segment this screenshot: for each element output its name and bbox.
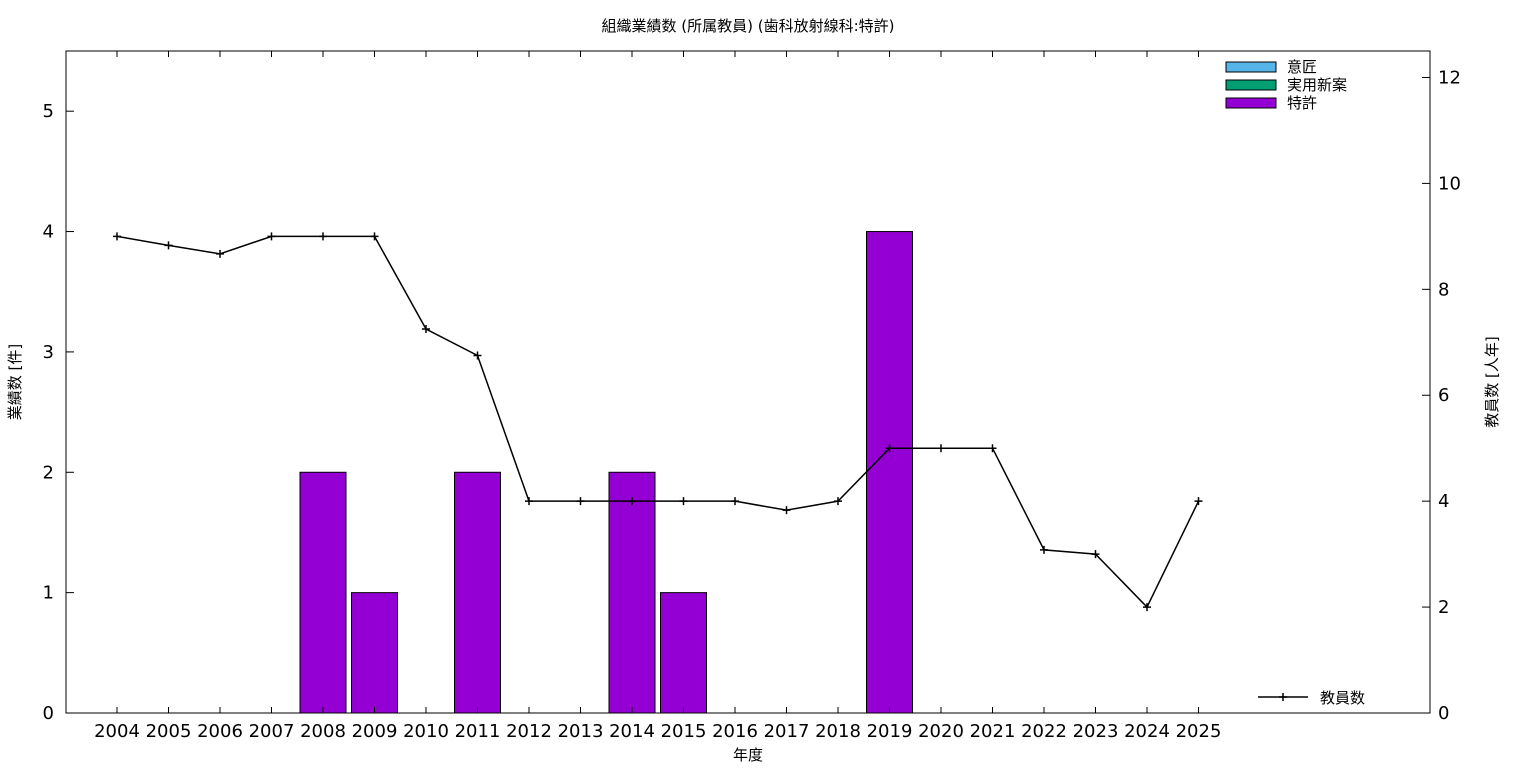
legend-swatch-2 bbox=[1225, 97, 1277, 109]
y-right-tick-label-4: 4 bbox=[1438, 491, 1449, 512]
line-faculty-count bbox=[116, 235, 1200, 609]
y-right-tick-label-10: 10 bbox=[1438, 173, 1461, 194]
x-tick-label-2014: 2014 bbox=[609, 721, 655, 742]
line-point-2014 bbox=[628, 497, 636, 506]
x-tick-label-2009: 2009 bbox=[352, 721, 398, 742]
bar-2-2008 bbox=[299, 471, 347, 714]
x-tick-label-2017: 2017 bbox=[764, 721, 810, 742]
line-point-2015 bbox=[679, 497, 688, 506]
line-point-2008 bbox=[319, 232, 327, 241]
y-left-tick-label-3: 3 bbox=[43, 342, 54, 363]
y-axis-right-label: 教員数 [人年] bbox=[1483, 336, 1501, 427]
x-axis-ticks: 2004 2005 2006 2007 2008 2009 2010 2011 2012 2013… bbox=[94, 51, 1221, 742]
y-axis-left-label: 業績数 [件] bbox=[6, 344, 24, 420]
x-tick-label-2023: 2023 bbox=[1073, 721, 1119, 742]
x-tick-label-2007: 2007 bbox=[249, 721, 295, 742]
line-point-2005 bbox=[164, 241, 173, 250]
line-point-2017 bbox=[782, 506, 791, 515]
x-tick-label-2006: 2006 bbox=[197, 721, 243, 742]
x-tick-label-2025: 2025 bbox=[1176, 721, 1222, 742]
x-tick-label-2012: 2012 bbox=[506, 721, 552, 742]
line-point-2013 bbox=[576, 497, 585, 506]
y-axis-right-ticks: 0 2 4 6 8 10 12 bbox=[1422, 67, 1461, 724]
x-tick-label-2015: 2015 bbox=[661, 721, 707, 742]
bar-2-2015 bbox=[660, 592, 707, 714]
line-point-2010 bbox=[422, 325, 430, 334]
x-tick-label-2008: 2008 bbox=[300, 721, 346, 742]
x-tick-label-2020: 2020 bbox=[918, 721, 964, 742]
y-left-tick-label-5: 5 bbox=[43, 101, 54, 122]
x-tick-label-2013: 2013 bbox=[558, 721, 604, 742]
line-point-2006 bbox=[216, 249, 224, 258]
y-left-tick-label-4: 4 bbox=[43, 222, 54, 243]
y-right-tick-label-0: 0 bbox=[1438, 703, 1449, 724]
x-tick-label-2016: 2016 bbox=[712, 721, 758, 742]
x-tick-label-2022: 2022 bbox=[1021, 721, 1067, 742]
bar-2-2014 bbox=[608, 471, 656, 714]
line-point-2024 bbox=[1143, 603, 1151, 612]
legend-line-marker bbox=[1279, 693, 1287, 701]
line-point-2009 bbox=[370, 232, 379, 241]
x-tick-label-2018: 2018 bbox=[815, 721, 861, 742]
line-point-2023 bbox=[1091, 550, 1100, 559]
y-left-tick-label-1: 1 bbox=[43, 583, 54, 604]
line-layer bbox=[113, 232, 1203, 612]
x-tick-label-2021: 2021 bbox=[970, 721, 1016, 742]
line-point-2016 bbox=[731, 497, 739, 506]
line-point-2004 bbox=[113, 232, 121, 241]
x-tick-label-2010: 2010 bbox=[403, 721, 449, 742]
x-axis-label: 年度 bbox=[733, 746, 763, 764]
legend-swatch-1 bbox=[1225, 79, 1277, 91]
legend-swatch-0 bbox=[1225, 61, 1277, 73]
legend-label-2: 特許 bbox=[1287, 94, 1317, 112]
line-point-2019 bbox=[885, 444, 894, 453]
legend-label-1: 実用新案 bbox=[1287, 76, 1347, 94]
x-tick-label-2005: 2005 bbox=[146, 721, 192, 742]
x-tick-label-2011: 2011 bbox=[455, 721, 501, 742]
bar-2-2009 bbox=[351, 592, 398, 714]
y-axis-left-ticks: 0 1 2 3 4 5 bbox=[43, 101, 74, 724]
y-right-tick-label-2: 2 bbox=[1438, 597, 1449, 618]
y-right-tick-label-12: 12 bbox=[1438, 67, 1461, 88]
plot-area-frame bbox=[65, 50, 1431, 714]
x-tick-label-2024: 2024 bbox=[1124, 721, 1170, 742]
y-right-tick-label-6: 6 bbox=[1438, 385, 1449, 406]
line-point-2007 bbox=[267, 232, 276, 241]
line-point-2022 bbox=[1040, 545, 1048, 554]
legend-label-0: 意匠 bbox=[1287, 58, 1317, 76]
chart-title: 組織業績数 (所属教員) (歯科放射線科:特許) bbox=[602, 17, 895, 35]
bars-layer bbox=[299, 231, 913, 714]
line-point-2011 bbox=[473, 351, 482, 360]
legend-line-label: 教員数 bbox=[1320, 689, 1365, 707]
line-point-2020 bbox=[937, 444, 945, 453]
line-legend: 教員数 bbox=[1258, 689, 1365, 707]
y-left-tick-label-0: 0 bbox=[43, 703, 54, 724]
line-point-2012 bbox=[525, 497, 533, 506]
line-point-2018 bbox=[834, 497, 842, 506]
y-right-tick-label-8: 8 bbox=[1438, 279, 1449, 300]
line-point-2025 bbox=[1194, 497, 1203, 506]
bar-2-2011 bbox=[454, 471, 501, 714]
x-tick-label-2004: 2004 bbox=[94, 721, 140, 742]
y-left-tick-label-2: 2 bbox=[43, 462, 54, 483]
bar-2-2019 bbox=[866, 231, 913, 714]
x-tick-label-2019: 2019 bbox=[867, 721, 913, 742]
line-point-2021 bbox=[988, 444, 997, 453]
